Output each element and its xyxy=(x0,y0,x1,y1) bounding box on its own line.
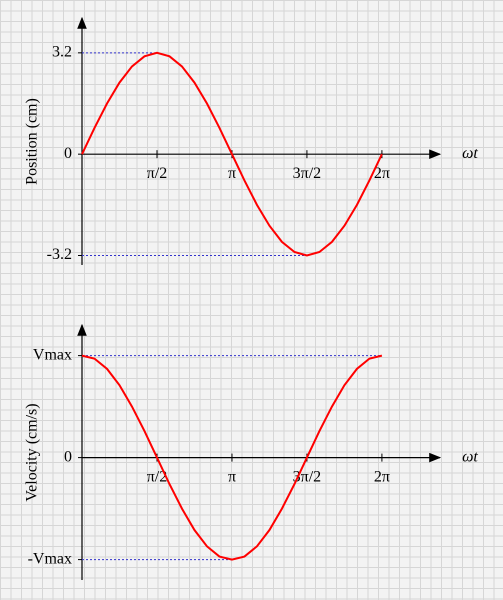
curve xyxy=(81,51,383,257)
x-tick-label: π xyxy=(228,468,236,485)
x-tick-label: π xyxy=(228,165,236,182)
y-tick-label: 3.2 xyxy=(52,44,72,61)
y-axis-label: Position (cm) xyxy=(24,98,41,185)
y-tick-label: 0 xyxy=(64,145,72,162)
x-tick-label: π/2 xyxy=(147,468,168,485)
x-tick-label: 2π xyxy=(374,165,390,182)
curve xyxy=(81,354,383,561)
y-tick-label: 0 xyxy=(64,448,72,465)
x-tick-label: 2π xyxy=(374,468,390,485)
x-tick-label: 3π/2 xyxy=(293,165,322,182)
x-axis-label: ωt xyxy=(462,448,478,465)
y-tick-label: Vmax xyxy=(33,346,72,363)
y-tick-label: -Vmax xyxy=(28,550,72,567)
x-axis-label: ωt xyxy=(462,145,478,162)
y-tick-label: -3.2 xyxy=(47,246,72,263)
x-tick-label: π/2 xyxy=(147,165,168,182)
y-axis-label: Velocity (cm/s) xyxy=(24,403,41,501)
